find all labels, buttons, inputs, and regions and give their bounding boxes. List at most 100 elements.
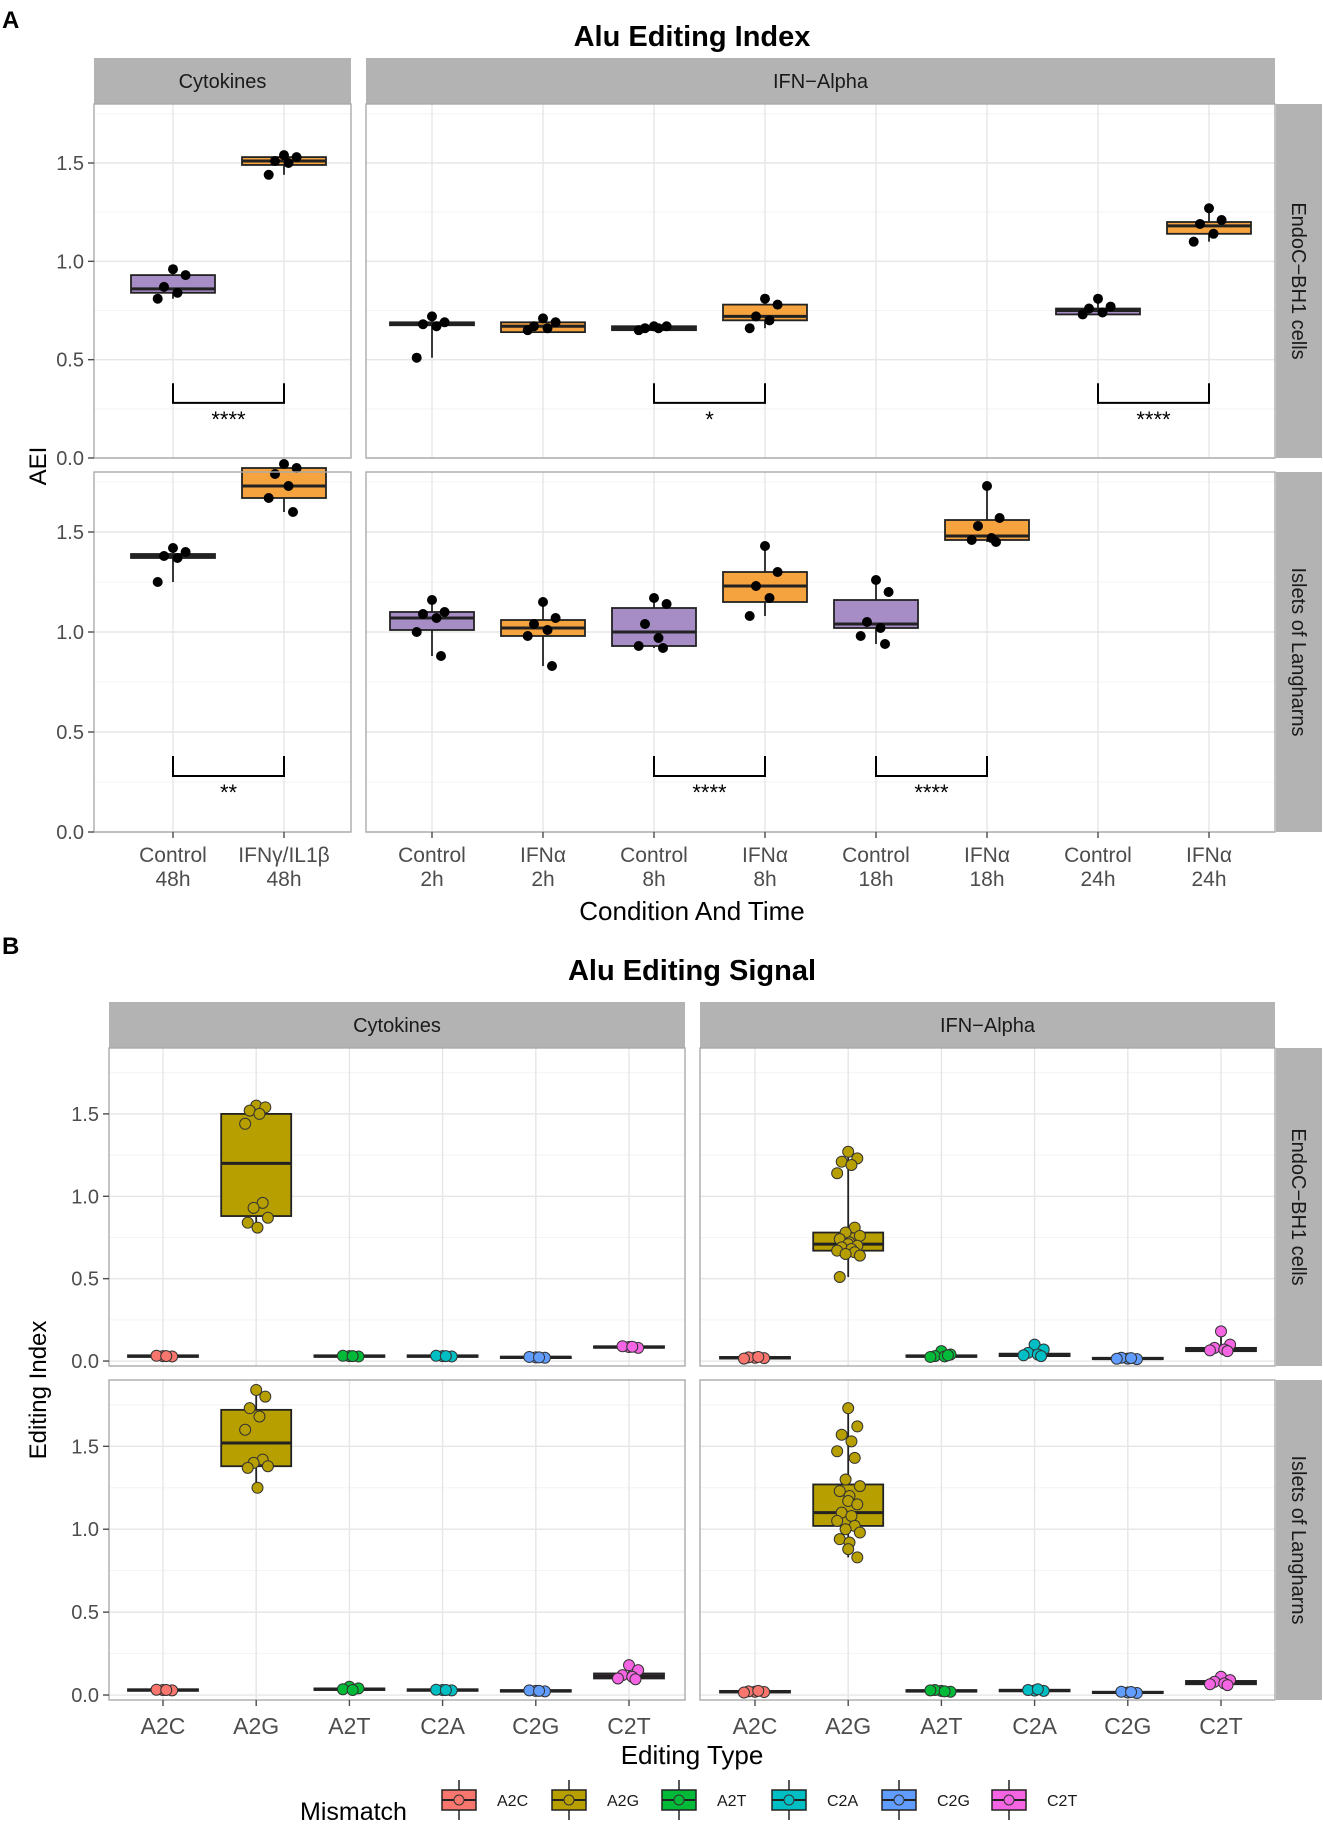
x-tick-label: 2h	[420, 868, 443, 891]
data-point	[159, 551, 169, 561]
data-point	[924, 1350, 937, 1363]
data-point	[542, 625, 553, 635]
data-point	[436, 651, 446, 661]
legend-title: Mismatch	[300, 1798, 407, 1826]
data-point	[982, 481, 992, 491]
data-point	[1215, 1325, 1227, 1338]
data-point	[152, 577, 163, 587]
data-point	[522, 325, 533, 336]
facet-panel-bg	[700, 1048, 1275, 1366]
x-tick-label: Control	[842, 844, 910, 867]
data-point	[1093, 293, 1103, 304]
legend-label: C2T	[1047, 1793, 1077, 1810]
data-point	[439, 317, 450, 328]
legend-label: C2A	[827, 1793, 858, 1810]
data-point	[973, 521, 983, 531]
x-tick-label: 48h	[266, 868, 301, 891]
data-point	[152, 293, 163, 304]
data-point	[831, 1167, 844, 1180]
data-point	[991, 537, 1001, 547]
significance-bracket	[172, 383, 285, 404]
data-point	[640, 619, 650, 629]
data-point	[172, 287, 183, 298]
data-point	[938, 1685, 951, 1698]
significance-label: *	[705, 407, 714, 432]
x-tick-label: C2A	[1012, 1713, 1057, 1739]
data-point	[848, 1451, 861, 1464]
data-point	[256, 1196, 269, 1209]
data-point	[431, 613, 442, 623]
x-tick-label: C2A	[420, 1713, 465, 1739]
x-tick-label: C2G	[512, 1713, 559, 1739]
x-tick-label: A2C	[141, 1713, 186, 1739]
data-point	[839, 1247, 852, 1260]
data-point	[1125, 1686, 1138, 1699]
data-point	[547, 661, 557, 671]
data-point	[862, 617, 872, 627]
data-point	[239, 1423, 252, 1436]
x-tick-label: 18h	[858, 868, 893, 891]
data-point	[263, 169, 274, 180]
row-strip-0	[1276, 104, 1322, 458]
data-point	[623, 1659, 635, 1672]
data-point	[629, 1673, 642, 1686]
x-tick-label: 48h	[155, 868, 190, 891]
x-tick-label: A2C	[733, 1713, 778, 1739]
data-point	[168, 543, 178, 553]
data-point	[658, 643, 668, 653]
facet-panel-bg	[366, 104, 1275, 458]
data-point	[279, 150, 289, 161]
facet-strip-1	[366, 58, 1275, 104]
data-point	[542, 323, 553, 334]
data-point	[1221, 1345, 1234, 1358]
data-point	[261, 1460, 274, 1473]
data-point	[633, 325, 644, 336]
data-point	[851, 1498, 864, 1511]
facet-panel-bg	[94, 472, 351, 832]
data-point	[653, 633, 664, 643]
data-point	[1203, 1678, 1216, 1691]
data-point	[966, 535, 977, 545]
data-point	[1077, 309, 1088, 320]
legend: A2C A2G A2T C2A C2G C2T	[441, 1780, 1077, 1820]
x-tick-label: Control	[398, 844, 466, 867]
data-point	[839, 1523, 852, 1536]
data-point	[279, 459, 289, 469]
data-point	[160, 1350, 173, 1363]
facet-strip-label: IFN−Alpha	[773, 71, 869, 93]
y-tick-label: 1.0	[71, 1186, 99, 1208]
data-point	[1125, 1352, 1138, 1365]
x-tick-label: IFNα	[520, 844, 566, 867]
x-tick-label: C2T	[1199, 1713, 1242, 1739]
x-tick-label: 8h	[642, 868, 665, 891]
legend-label: A2C	[497, 1793, 528, 1810]
data-point	[883, 587, 894, 597]
legend-key-point	[563, 1794, 575, 1806]
data-point	[737, 1352, 750, 1365]
y-tick-label: 0.5	[56, 350, 84, 372]
data-point	[288, 507, 298, 517]
data-point	[439, 1684, 452, 1697]
data-point	[522, 631, 533, 641]
data-point	[1203, 1344, 1216, 1357]
data-point	[253, 1410, 266, 1423]
data-point	[752, 1684, 765, 1697]
data-point	[253, 1107, 266, 1120]
data-point	[842, 1402, 855, 1415]
y-tick-label: 1.0	[71, 1519, 99, 1541]
data-point	[411, 352, 422, 363]
data-point	[538, 597, 548, 607]
data-point	[291, 463, 302, 473]
data-point	[661, 599, 672, 609]
data-point	[1195, 218, 1205, 229]
data-point	[633, 641, 644, 651]
row-strip-label: EndoC−BH1 cells	[1287, 1128, 1309, 1285]
data-point	[283, 481, 294, 491]
y-tick-label: 0.5	[56, 722, 84, 744]
data-point	[251, 1221, 264, 1234]
data-point	[853, 1526, 866, 1539]
legend-key-point	[453, 1794, 465, 1806]
x-tick-label: A2T	[920, 1713, 962, 1739]
row-strip-label: Islets of Langharns	[1287, 568, 1309, 737]
